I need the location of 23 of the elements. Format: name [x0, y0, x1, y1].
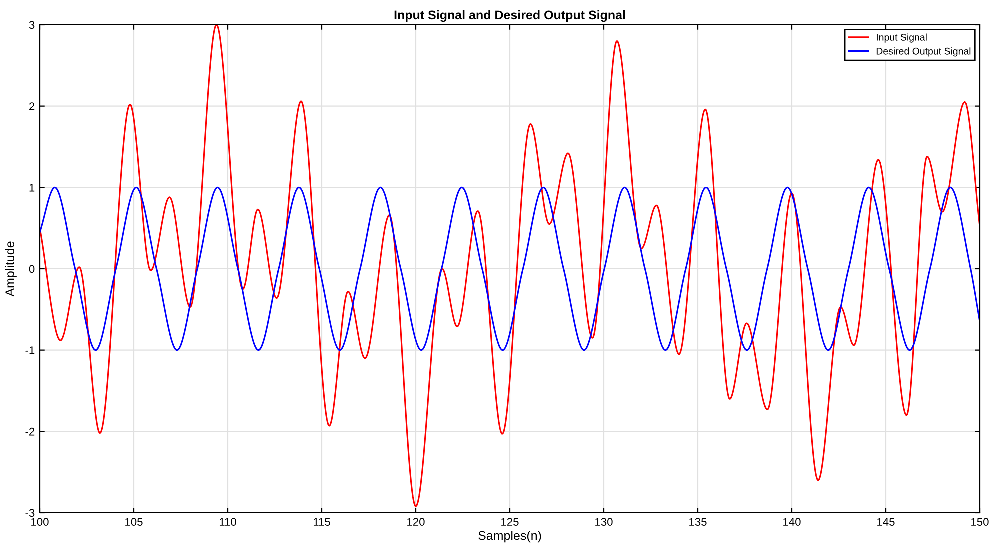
chart-title: Input Signal and Desired Output Signal: [394, 10, 626, 22]
x-axis-title: Samples(n): [478, 530, 542, 543]
x-tick-label: 135: [690, 518, 707, 526]
y-tick-label: 3: [29, 21, 35, 30]
x-tick-label: 130: [596, 518, 613, 526]
x-tick-label: 120: [408, 518, 425, 526]
y-tick-label: 0: [29, 265, 35, 274]
x-tick-label: 125: [502, 518, 519, 526]
y-tick-label: -2: [26, 428, 35, 436]
y-axis-title: Amplitude: [5, 242, 17, 297]
x-tick-label: 150: [972, 518, 989, 526]
x-tick-label: 145: [878, 518, 895, 526]
x-tick-label: 105: [126, 518, 143, 526]
y-tick-label: -3: [26, 509, 35, 518]
y-tick-label: 1: [30, 184, 35, 192]
x-tick-label: 115: [314, 518, 330, 526]
x-tick-label: 100: [32, 518, 49, 526]
y-tick-label: 2: [30, 102, 35, 110]
legend-label: Input Signal: [877, 34, 927, 43]
x-tick-label: 110: [220, 518, 236, 526]
legend-label: Desired Output Signal: [876, 48, 971, 57]
y-tick-label: -1: [26, 346, 35, 354]
x-tick-label: 140: [784, 518, 801, 526]
